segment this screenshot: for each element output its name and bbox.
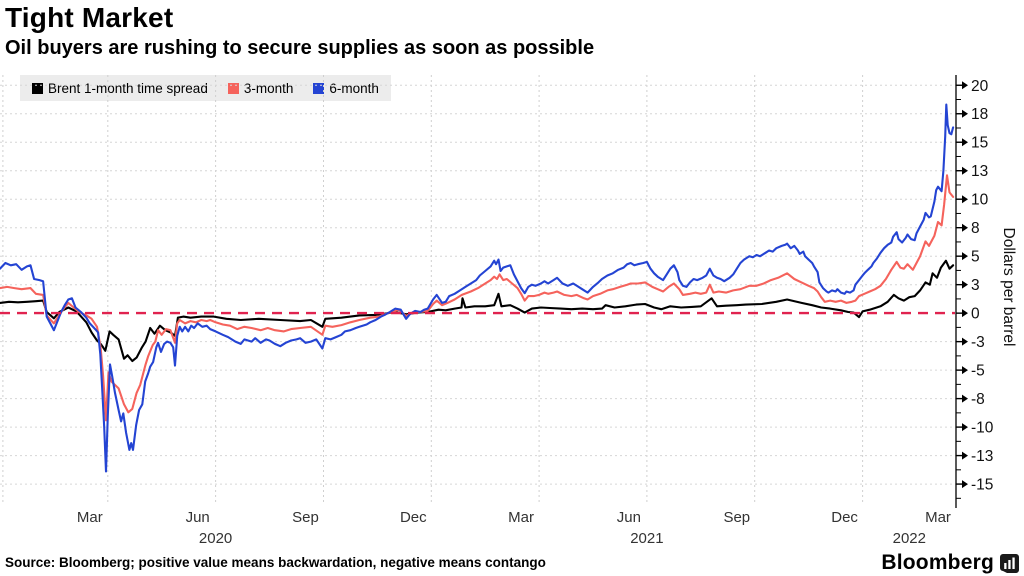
bloomberg-wordmark: Bloomberg: [881, 551, 994, 574]
x-axis-labels: Mar Jun Sep Dec Mar Jun Sep Dec Mar 2020 2021 2022: [77, 509, 951, 547]
svg-text:-13: -13: [971, 448, 993, 465]
page-title: Tight Market: [5, 2, 174, 33]
legend-swatch: [313, 82, 325, 94]
series-line: [0, 174, 955, 422]
svg-text:Jun: Jun: [186, 509, 210, 526]
svg-text:2020: 2020: [199, 530, 232, 547]
chart-legend: Brent 1-month time spread 3-month 6-month: [20, 75, 391, 101]
bloomberg-logo-icon: [1000, 553, 1019, 573]
svg-text:Mar: Mar: [508, 509, 534, 526]
svg-text:18: 18: [971, 106, 988, 123]
legend-label: Brent 1-month time spread: [48, 80, 208, 96]
source-note: Source: Bloomberg; positive value means …: [5, 555, 546, 570]
legend-swatch: [227, 82, 239, 94]
y-axis: 20 18 15 13 10 8 5 3 0 -3 -5 -8 -10 -13 -15: [955, 75, 994, 508]
svg-text:15: 15: [971, 135, 988, 152]
svg-text:Mar: Mar: [77, 509, 103, 526]
x-gridlines: [2, 75, 864, 505]
svg-text:Mar: Mar: [925, 509, 951, 526]
svg-text:-5: -5: [971, 363, 985, 380]
legend-label: 3-month: [243, 80, 294, 96]
legend-item: Brent 1-month time spread: [32, 81, 208, 96]
svg-text:10: 10: [971, 192, 989, 209]
svg-text:8: 8: [971, 220, 980, 237]
legend-swatch: [32, 82, 43, 94]
svg-text:0: 0: [971, 306, 980, 323]
time-spread-chart: 20 18 15 13 10 8 5 3 0 -3 -5 -8 -10 -13 -15 Dollars per…: [0, 75, 1017, 547]
svg-text:Dec: Dec: [831, 509, 858, 526]
svg-text:-15: -15: [971, 477, 993, 494]
svg-text:3: 3: [971, 277, 980, 294]
svg-text:2021: 2021: [630, 530, 663, 547]
page-subtitle: Oil buyers are rushing to secure supplie…: [5, 37, 595, 59]
svg-text:5: 5: [971, 249, 980, 266]
svg-text:13: 13: [971, 163, 988, 180]
series-line: [0, 103, 955, 473]
y-axis-title: Dollars per barrel: [1000, 228, 1017, 347]
legend-item: 6-month: [313, 81, 379, 96]
bloomberg-brand: Bloomberg: [881, 551, 1024, 575]
svg-text:Jun: Jun: [617, 509, 641, 526]
svg-text:Dec: Dec: [400, 509, 427, 526]
y-gridlines: [0, 84, 956, 485]
svg-text:-10: -10: [971, 420, 994, 437]
svg-text:20: 20: [971, 78, 989, 95]
legend-item: 3-month: [227, 80, 294, 96]
svg-text:-8: -8: [971, 391, 985, 408]
series-line: [0, 259, 955, 363]
svg-text:Sep: Sep: [292, 509, 319, 526]
svg-text:2022: 2022: [893, 530, 926, 547]
svg-text:-3: -3: [971, 334, 985, 351]
chart-footer: Source: Bloomberg; positive value means …: [0, 551, 1024, 575]
legend-label: 6-month: [329, 80, 379, 96]
svg-text:Sep: Sep: [723, 509, 750, 526]
